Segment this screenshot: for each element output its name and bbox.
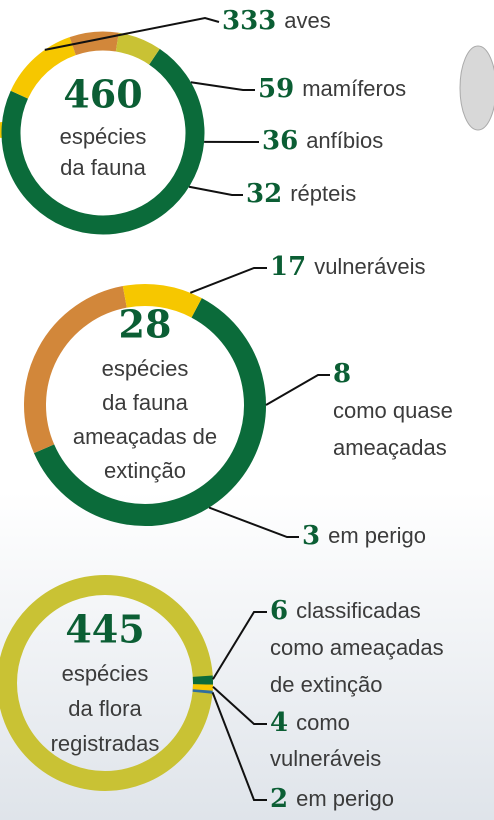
segment-value: 3 [302,521,320,551]
center-label: da fauna [102,390,188,415]
segment-value: 36 [262,126,298,156]
segment-label: 32 répteis [246,179,356,209]
center-label: espécies [62,661,149,686]
segment-name: como ameaçadas [270,635,444,660]
center-label: espécies [60,124,147,149]
segment-value: 8 [333,359,351,389]
segment-value: 2 [270,784,288,814]
segment-name: répteis [290,181,356,206]
center-label: da fauna [60,155,146,180]
segment-value: 333 [222,6,276,36]
center-label: ameaçadas de [73,424,217,449]
segment-name: em perigo [328,523,426,548]
segment-name: anfíbios [306,128,383,153]
segment-name: classificadas [296,598,421,623]
segment-label: 4 como [270,708,350,738]
center-label: da flora [68,696,142,721]
segment-name: aves [284,8,330,33]
segment-name: como [296,710,350,735]
segment-name: em perigo [296,786,394,811]
dish-decoration [460,46,494,130]
segment-name: mamíferos [302,76,406,101]
center-label: registradas [51,731,160,756]
segment-name: vulneráveis [314,254,425,279]
segment-label: 36 anfíbios [262,126,383,156]
segment-value: 17 [270,252,306,282]
segment-label: 8 [333,359,351,389]
segment-name: ameaçadas [333,435,447,460]
infographic: 460espéciesda fauna333aves59mamíferos36a… [0,0,494,820]
segment-value: 32 [246,179,282,209]
segment-label: 59 mamíferos [258,74,406,104]
center-value: 460 [63,72,142,117]
center-value: 28 [119,302,172,347]
center-value: 445 [65,607,144,652]
segment-label: 17 vulneráveis [270,252,425,282]
center-label: espécies [102,356,189,381]
segment-value: 4 [270,708,288,738]
segment-value: 6 [270,596,288,626]
segment-value: 59 [258,74,294,104]
center-label: extinção [104,458,186,483]
segment-name: como quase [333,398,453,423]
segment-name: vulneráveis [270,746,381,771]
segment-name: de extinção [270,672,383,697]
